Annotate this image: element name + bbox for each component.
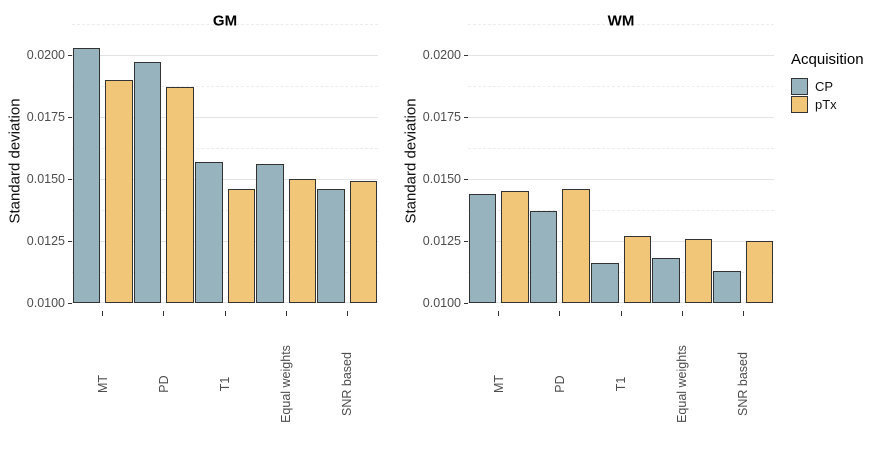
bar-gm-mt-ptx <box>105 79 133 303</box>
x-category-label-t1: T1 <box>614 376 628 392</box>
bar-wm-pd-cp <box>529 211 558 303</box>
bar-wm-equal-weights-ptx <box>684 238 713 303</box>
y-axis-title-gm: Standard deviation <box>6 98 24 224</box>
y-tick-label: 0.0175 <box>26 110 65 124</box>
gridline-major <box>468 179 774 180</box>
y-tick <box>464 179 468 180</box>
x-tick <box>742 311 744 316</box>
x-tick <box>102 311 104 316</box>
x-tick <box>346 311 348 316</box>
x-tick <box>285 311 287 316</box>
bar-gm-pd-cp <box>133 62 162 303</box>
y-tick <box>68 303 72 304</box>
legend-swatch-ptx <box>791 95 808 113</box>
y-tick <box>464 55 468 56</box>
bar-wm-mt-ptx <box>501 191 529 303</box>
y-tick <box>68 117 72 118</box>
gridline-major <box>468 241 774 242</box>
gridline-major <box>468 117 774 118</box>
y-tick-label: 0.0150 <box>422 172 461 186</box>
y-tick <box>68 55 72 56</box>
gridline-minor <box>468 86 774 87</box>
y-tick-label: 0.0200 <box>422 48 461 62</box>
gridline-minor <box>468 148 774 149</box>
gridline-minor <box>72 86 378 87</box>
x-category-label-snr-based: SNR based <box>736 352 751 416</box>
y-tick-label: 0.0100 <box>422 296 461 310</box>
bar-gm-equal-weights-ptx <box>288 179 317 303</box>
bar-gm-pd-ptx <box>166 87 194 303</box>
gridline-major <box>72 179 378 180</box>
y-tick <box>68 241 72 242</box>
legend-title: Acquisition <box>791 51 864 68</box>
gridline-major <box>72 117 378 118</box>
panel-title-wm: WM <box>607 12 635 30</box>
y-tick <box>464 303 468 304</box>
y-tick-label: 0.0100 <box>26 296 65 310</box>
bar-gm-t1-ptx <box>227 188 255 303</box>
gridline-major <box>72 302 378 303</box>
x-tick <box>224 311 226 316</box>
gridline-minor <box>72 210 378 211</box>
bar-gm-snr-based-cp <box>317 188 345 303</box>
x-category-label-equal-weights: Equal weights <box>675 345 690 423</box>
legend-item-cp: CP <box>791 77 864 95</box>
bar-wm-pd-ptx <box>562 188 590 303</box>
x-category-label-mt: MT <box>491 374 506 394</box>
y-tick-label: 0.0125 <box>26 234 65 248</box>
x-category-label-snr-based: SNR based <box>340 352 355 416</box>
bar-gm-equal-weights-cp <box>256 164 284 303</box>
bar-wm-snr-based-cp <box>713 270 741 303</box>
x-category-label-equal-weights: Equal weights <box>279 345 294 423</box>
y-tick-label: 0.0150 <box>26 172 65 186</box>
y-tick <box>464 241 468 242</box>
bar-gm-snr-based-ptx <box>349 181 378 303</box>
x-tick <box>620 311 622 316</box>
gridline-minor <box>72 272 378 273</box>
x-category-label-pd: PD <box>156 375 171 393</box>
legend-swatch-cp <box>791 77 808 95</box>
gridline-minor <box>72 24 378 25</box>
x-category-label-mt: MT <box>95 374 110 394</box>
legend-item-ptx: pTx <box>791 95 864 113</box>
plot-area-wm <box>468 20 774 303</box>
x-tick <box>559 311 561 316</box>
bar-wm-snr-based-ptx <box>745 241 774 303</box>
x-category-label-t1: T1 <box>218 376 232 392</box>
y-tick <box>68 179 72 180</box>
x-tick <box>681 311 683 316</box>
x-category-label-pd: PD <box>552 375 567 393</box>
gridline-major <box>72 55 378 56</box>
gridline-major <box>468 302 774 303</box>
y-tick-label: 0.0200 <box>26 48 65 62</box>
bar-wm-t1-cp <box>591 263 619 303</box>
y-tick-label: 0.0175 <box>422 110 461 124</box>
bar-wm-equal-weights-cp <box>652 258 680 303</box>
y-axis-title-wm: Standard deviation <box>402 98 420 224</box>
bar-gm-t1-cp <box>195 161 223 303</box>
legend: Acquisition CP pTx <box>791 51 864 113</box>
bar-gm-mt-cp <box>72 47 101 303</box>
y-tick-label: 0.0125 <box>422 234 461 248</box>
y-tick <box>464 117 468 118</box>
gridline-major <box>468 55 774 56</box>
plot-area-gm <box>72 20 378 303</box>
gridline-major <box>72 241 378 242</box>
gridline-minor <box>72 148 378 149</box>
x-tick <box>498 311 500 316</box>
legend-label-ptx: pTx <box>815 96 837 112</box>
panel-title-gm: GM <box>212 12 238 30</box>
gridline-minor <box>468 272 774 273</box>
x-tick <box>163 311 165 316</box>
bar-wm-t1-ptx <box>623 236 651 303</box>
gridline-minor <box>468 210 774 211</box>
legend-label-cp: CP <box>815 78 834 94</box>
bar-wm-mt-cp <box>468 193 497 303</box>
gridline-minor <box>468 24 774 25</box>
